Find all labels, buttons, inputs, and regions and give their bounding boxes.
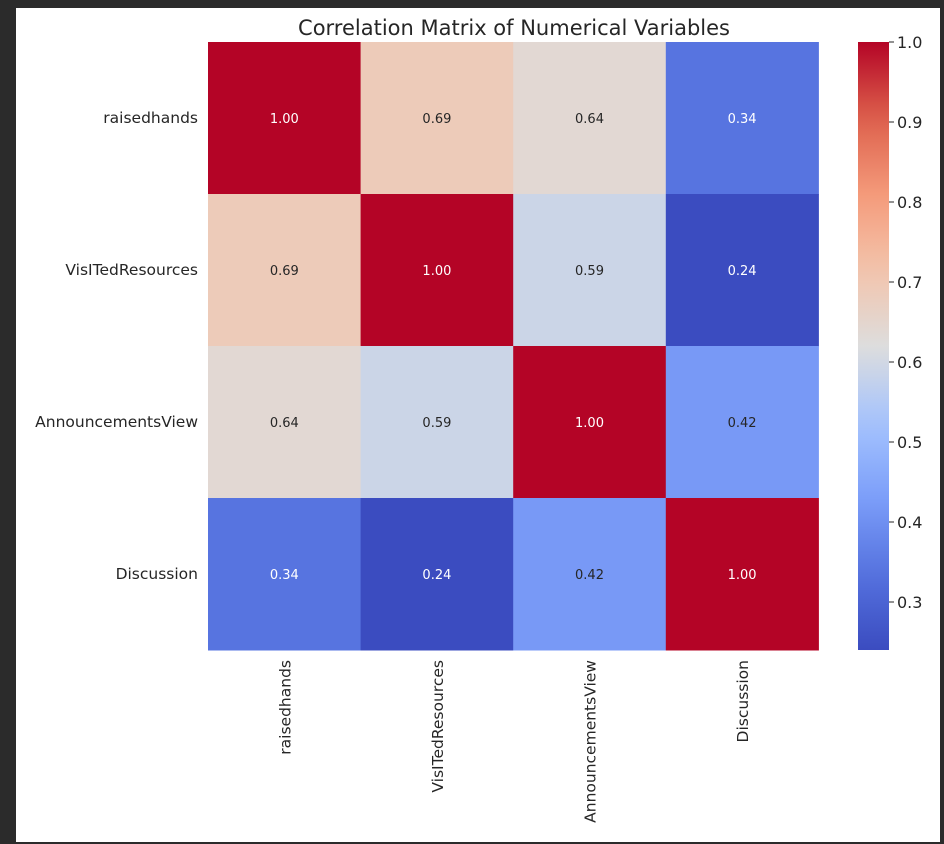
- heatmap-cell: [360, 42, 514, 195]
- cell-value-label: 0.59: [575, 264, 604, 279]
- colorbar: 1.0 0.9 0.8 0.7 0.6 0.5 0.4 0.3: [858, 33, 922, 650]
- column-label: AnnouncementsView: [582, 660, 600, 823]
- cell-value-label: 0.59: [422, 416, 451, 431]
- cell-value-label: 1.00: [728, 568, 757, 583]
- heatmap-cell: [665, 42, 819, 195]
- heatmap-cell: [665, 194, 819, 347]
- heatmap-cell: [208, 346, 362, 499]
- cell-value-label: 0.42: [575, 568, 604, 583]
- heatmap-cell: [360, 346, 514, 499]
- chart-title: Correlation Matrix of Numerical Variable…: [298, 16, 730, 40]
- cell-value-label: 0.64: [270, 416, 299, 431]
- heatmap-cell: [513, 346, 667, 499]
- column-label: raisedhands: [276, 660, 294, 755]
- heatmap-cell: [360, 498, 514, 651]
- row-label: raisedhands: [103, 109, 198, 127]
- colorbar-tick-label: 0.7: [897, 273, 922, 292]
- heatmap-cell: [665, 498, 819, 651]
- column-label: Discussion: [734, 660, 752, 742]
- colorbar-gradient: [858, 42, 889, 650]
- heatmap-cell: [513, 194, 667, 347]
- chart-figure: Correlation Matrix of Numerical Variable…: [16, 8, 940, 842]
- cell-value-label: 1.00: [422, 264, 451, 279]
- cell-value-label: 0.69: [270, 264, 299, 279]
- heatmap-cells: 1.00 0.69 0.64 0.34 0.69 1.00 0.59 0.24 0.64 0.59…: [208, 42, 819, 651]
- colorbar-tick-label: 0.3: [897, 593, 922, 612]
- cell-value-label: 0.34: [270, 568, 299, 583]
- colorbar-tick-label: 0.6: [897, 353, 922, 372]
- heatmap-cell: [360, 194, 514, 347]
- colorbar-tick-label: 0.9: [897, 113, 922, 132]
- cell-value-label: 0.24: [422, 568, 451, 583]
- row-labels: raisedhands VisITedResources Announcements…: [35, 109, 198, 583]
- heatmap-cell: [513, 498, 667, 651]
- heatmap-cell: [208, 42, 362, 195]
- row-label: AnnouncementsView: [35, 413, 198, 431]
- heatmap-cell: [665, 346, 819, 499]
- colorbar-tick-label: 0.8: [897, 193, 922, 212]
- colorbar-tick-label: 0.4: [897, 513, 922, 532]
- cell-value-label: 0.42: [728, 416, 757, 431]
- colorbar-tick-label: 1.0: [897, 33, 922, 52]
- column-labels: raisedhands VisITedResources Announcements…: [276, 660, 752, 823]
- cell-value-label: 0.34: [728, 112, 757, 127]
- cell-value-label: 0.69: [422, 112, 451, 127]
- heatmap-cell: [208, 498, 362, 651]
- heatmap-cell: [513, 42, 667, 195]
- cell-value-label: 1.00: [270, 112, 299, 127]
- cell-value-label: 1.00: [575, 416, 604, 431]
- row-label: Discussion: [116, 565, 198, 583]
- column-label: VisITedResources: [429, 660, 447, 793]
- row-label: VisITedResources: [65, 261, 198, 279]
- cell-value-label: 0.64: [575, 112, 604, 127]
- heatmap-chart: Correlation Matrix of Numerical Variable…: [35, 16, 922, 823]
- colorbar-tick-label: 0.5: [897, 433, 922, 452]
- cell-value-label: 0.24: [728, 264, 757, 279]
- heatmap-cell: [208, 194, 362, 347]
